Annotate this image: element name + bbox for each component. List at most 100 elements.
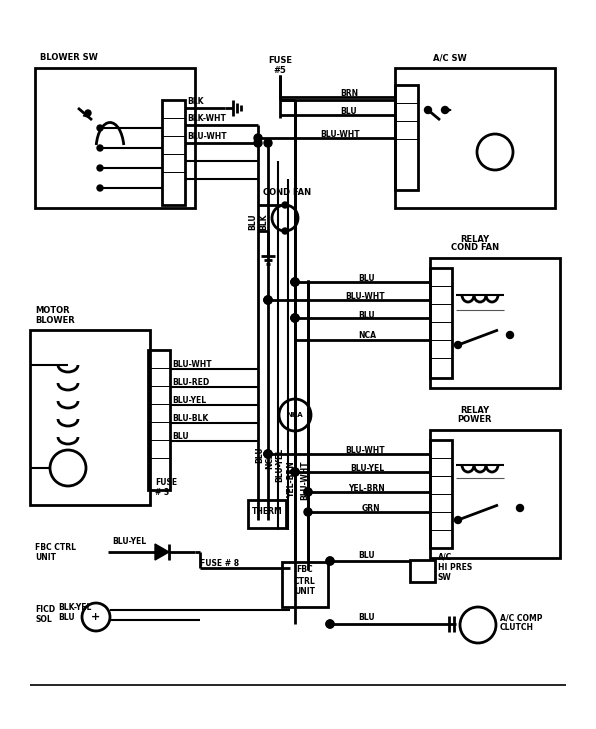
Circle shape: [304, 488, 312, 496]
Text: THERM: THERM: [252, 507, 283, 517]
Text: BLU-WHT: BLU-WHT: [172, 359, 212, 368]
Bar: [395, 85, 418, 190]
Bar: [430, 268, 452, 378]
Bar: [430, 440, 452, 548]
Circle shape: [326, 557, 334, 565]
Text: CLUTCH: CLUTCH: [500, 623, 534, 633]
Circle shape: [424, 106, 432, 114]
Text: BLU-WHT: BLU-WHT: [345, 292, 384, 300]
Circle shape: [264, 139, 272, 147]
Text: SOL: SOL: [35, 615, 52, 625]
Circle shape: [97, 125, 103, 131]
Text: NCA: NCA: [358, 330, 376, 340]
Circle shape: [264, 296, 272, 304]
Circle shape: [291, 468, 299, 476]
Circle shape: [326, 557, 334, 565]
Circle shape: [304, 488, 312, 496]
Circle shape: [291, 278, 299, 286]
Circle shape: [254, 134, 262, 142]
Text: RELAY: RELAY: [461, 235, 489, 244]
Text: BLU-WHT: BLU-WHT: [300, 460, 309, 500]
Text: BLU: BLU: [172, 432, 188, 440]
Bar: [162, 100, 185, 205]
Bar: [248, 500, 286, 528]
Text: FUSE: FUSE: [155, 477, 177, 486]
Text: A/C COMP: A/C COMP: [500, 614, 542, 623]
Text: BLU-BLK: BLU-BLK: [172, 413, 208, 423]
Circle shape: [291, 314, 299, 322]
Circle shape: [97, 185, 103, 191]
Text: BLK: BLK: [259, 214, 269, 230]
Text: BLU: BLU: [249, 214, 257, 230]
Text: A/C SW: A/C SW: [433, 53, 467, 62]
Text: NKA: NKA: [287, 412, 303, 418]
Circle shape: [264, 296, 272, 304]
Text: BLK-YEL: BLK-YEL: [58, 602, 91, 612]
Text: BLU: BLU: [358, 550, 375, 559]
Text: A/C: A/C: [438, 553, 452, 561]
Circle shape: [264, 450, 272, 458]
Circle shape: [291, 278, 299, 286]
Text: BRN: BRN: [340, 88, 358, 98]
Text: GRN: GRN: [362, 504, 381, 512]
Text: UNIT: UNIT: [294, 588, 315, 596]
Bar: [430, 430, 560, 558]
Text: BLU-WHT: BLU-WHT: [320, 130, 359, 139]
Text: FUSE: FUSE: [268, 55, 292, 64]
Bar: [148, 350, 170, 490]
Text: BLU-YEL: BLU-YEL: [275, 448, 284, 482]
Text: BLU: BLU: [256, 447, 265, 464]
Circle shape: [264, 296, 272, 304]
Text: BLU-RED: BLU-RED: [172, 378, 209, 386]
Bar: [410, 560, 435, 582]
Bar: [35, 68, 195, 208]
Polygon shape: [155, 544, 169, 560]
Circle shape: [264, 450, 272, 458]
Text: CTRL: CTRL: [294, 577, 316, 585]
Circle shape: [282, 202, 288, 208]
Circle shape: [326, 620, 334, 628]
Circle shape: [291, 314, 299, 322]
Text: BLU: BLU: [358, 311, 375, 319]
Text: FUSE # 8: FUSE # 8: [200, 558, 239, 567]
Text: +: +: [91, 612, 101, 622]
Text: YEL-BRN: YEL-BRN: [287, 461, 296, 499]
Text: COND FAN: COND FAN: [263, 187, 311, 197]
Circle shape: [326, 620, 334, 628]
Text: POWER: POWER: [458, 415, 492, 424]
Circle shape: [254, 139, 262, 147]
Text: YEL-BRN: YEL-BRN: [348, 483, 385, 493]
Circle shape: [291, 468, 299, 476]
Text: COND FAN: COND FAN: [451, 243, 499, 252]
Circle shape: [282, 228, 288, 234]
Circle shape: [97, 165, 103, 171]
Text: BLU-WHT: BLU-WHT: [187, 131, 226, 141]
Text: BLU: BLU: [358, 614, 375, 623]
Text: FBC: FBC: [297, 566, 313, 574]
Text: BLU-YEL: BLU-YEL: [112, 537, 146, 547]
Text: RELAY: RELAY: [461, 406, 489, 415]
Text: BLU: BLU: [58, 614, 74, 623]
Text: BLU-YEL: BLU-YEL: [350, 464, 384, 472]
Text: BLOWER SW: BLOWER SW: [40, 53, 98, 62]
Bar: [395, 68, 555, 208]
Text: BLOWER: BLOWER: [35, 316, 74, 325]
Circle shape: [455, 517, 461, 523]
Text: BLU-WHT: BLU-WHT: [345, 445, 384, 454]
Circle shape: [291, 468, 299, 476]
Circle shape: [455, 341, 461, 348]
Text: BLU: BLU: [358, 273, 375, 283]
Text: BLK-WHT: BLK-WHT: [187, 114, 226, 122]
Circle shape: [85, 110, 91, 116]
Text: SW: SW: [438, 572, 452, 582]
Bar: [282, 562, 328, 607]
Circle shape: [442, 106, 449, 114]
Circle shape: [291, 278, 299, 286]
Circle shape: [517, 504, 523, 512]
Text: BLU: BLU: [340, 106, 356, 115]
Circle shape: [264, 450, 272, 458]
Text: FICD: FICD: [35, 606, 55, 615]
Text: NCA: NCA: [265, 451, 275, 469]
Text: HI PRES: HI PRES: [438, 563, 472, 572]
Circle shape: [304, 508, 312, 516]
